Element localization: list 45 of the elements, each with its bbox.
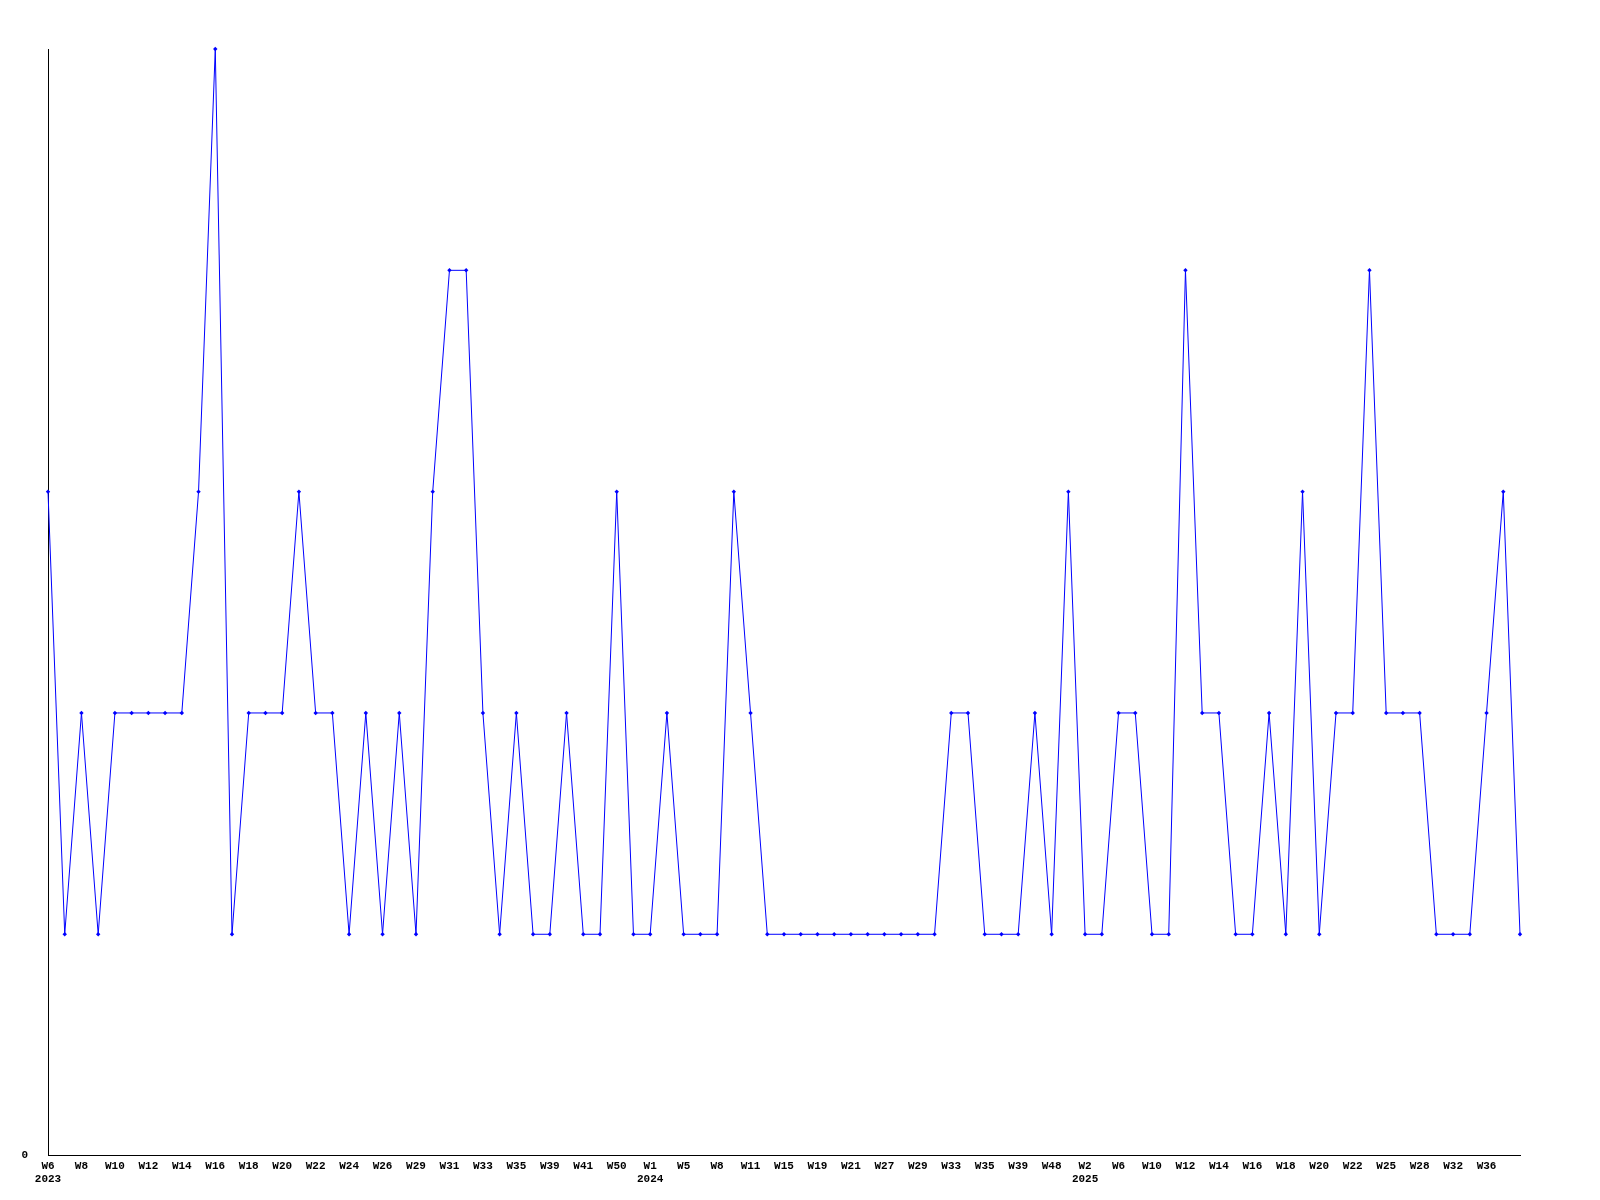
x-tick-label: W25	[1376, 1159, 1397, 1172]
x-tick-label: W1 2024	[636, 1159, 664, 1186]
x-tick-label: W8	[74, 1159, 89, 1172]
x-tick-label: W10	[1142, 1159, 1162, 1172]
x-tick-label: W18	[238, 1159, 260, 1172]
x-tick-label: W22	[305, 1159, 326, 1172]
x-tick-label: W36	[1476, 1159, 1497, 1172]
x-tick-label: W18	[1275, 1159, 1297, 1172]
x-tick-label: W35	[974, 1159, 996, 1172]
x-tick-label: W39	[1008, 1159, 1029, 1172]
x-tick-label: W16	[205, 1159, 226, 1172]
x-tick-label: W41	[573, 1159, 594, 1172]
x-tick-label: W24	[339, 1159, 360, 1172]
x-tick-label: W29	[406, 1159, 426, 1172]
x-tick-label: W33	[473, 1159, 494, 1172]
x-tick-label: W28	[1409, 1159, 1430, 1172]
x-tick-label: W29	[907, 1159, 928, 1172]
x-tick-label: W35	[506, 1159, 527, 1172]
x-tick-label: W48	[1041, 1159, 1062, 1172]
x-tick-label: W20	[272, 1159, 293, 1172]
x-tick-label: W22	[1342, 1159, 1363, 1172]
x-tick-label: W2 2025	[1071, 1159, 1099, 1186]
x-tick-label: W5	[677, 1159, 691, 1172]
x-tick-label: W19	[807, 1159, 828, 1172]
x-tick-label: W11	[740, 1159, 761, 1172]
x-tick-label: W21	[841, 1159, 862, 1172]
x-tick-label: W8	[710, 1159, 725, 1172]
x-tick-label: W33	[941, 1159, 962, 1172]
x-tick-label: W10	[105, 1159, 125, 1172]
x-tick-label: W14	[1209, 1159, 1230, 1172]
x-tick-label: W12	[1175, 1159, 1196, 1172]
x-tick-label: W6 2023	[34, 1159, 62, 1186]
x-tick-label: W12	[138, 1159, 159, 1172]
x-tick-label: W39	[539, 1159, 560, 1172]
x-tick-label: W50	[606, 1159, 627, 1172]
text: 0	[21, 1149, 28, 1162]
x-tick-label: W6	[1111, 1159, 1126, 1172]
x-tick-label: W27	[874, 1159, 895, 1172]
x-tick-label: W16	[1242, 1159, 1263, 1172]
x-tick-label: W32	[1443, 1159, 1463, 1172]
x-tick-label: W20	[1309, 1159, 1330, 1172]
x-tick-label: W15	[774, 1159, 795, 1172]
x-tick-label: W26	[372, 1159, 393, 1172]
x-tick-label: W14	[171, 1159, 193, 1172]
x-tick-label: W31	[439, 1159, 460, 1172]
